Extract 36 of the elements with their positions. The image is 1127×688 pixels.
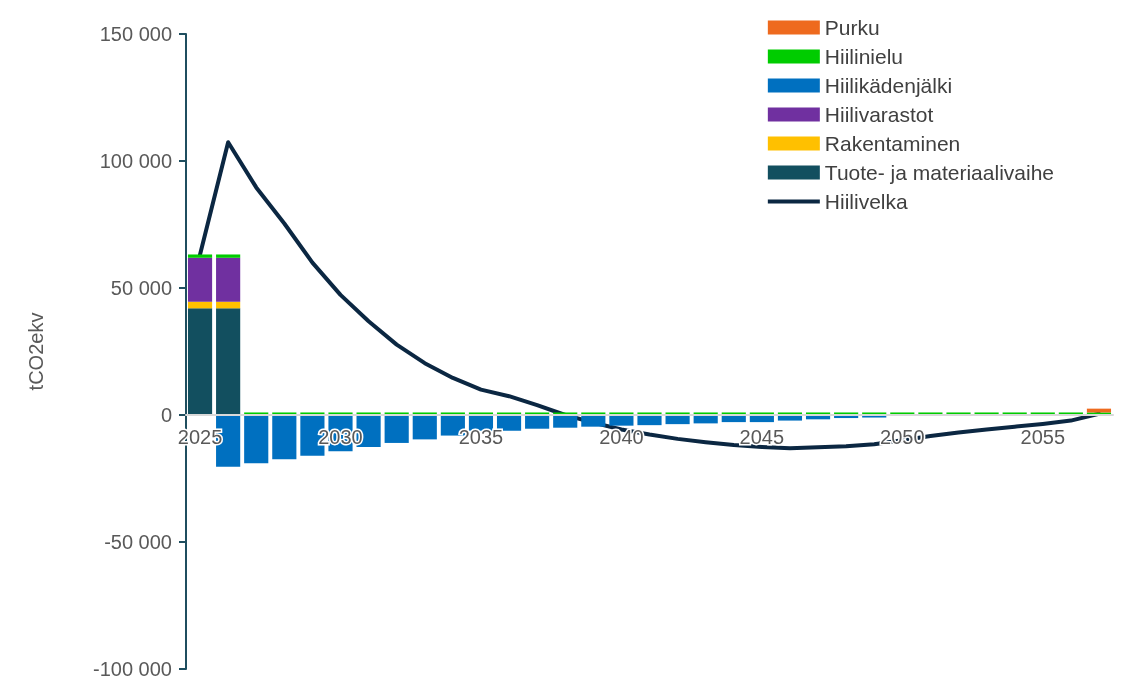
x-tick-label: 2045: [739, 426, 785, 448]
x-tick-label: 2035: [458, 426, 504, 448]
y-tick-label: 150 000: [99, 23, 172, 45]
legend-label: Rakentaminen: [824, 132, 961, 155]
bar: [412, 415, 437, 440]
bar: [581, 415, 606, 427]
y-axis-title: tCO2ekv: [25, 312, 47, 391]
legend-label: Tuote- ja materiaalivaihe: [824, 161, 1055, 184]
legend-label: Hiilinielu: [824, 45, 904, 68]
bar: [187, 308, 213, 415]
bar: [216, 257, 241, 302]
bar: [553, 415, 578, 428]
bar: [216, 308, 241, 415]
bar: [216, 301, 241, 309]
y-tick-label: 50 000: [110, 277, 172, 299]
bar: [187, 301, 213, 309]
y-tick-label: -100 000: [93, 658, 172, 680]
bar: [187, 257, 213, 302]
y-tick-label: 0: [160, 404, 172, 426]
legend-label: Hiilivelka: [824, 190, 909, 213]
legend-label: Hiilikädenjälki: [824, 74, 953, 97]
y-tick-label: -50 000: [104, 531, 172, 553]
bar: [216, 254, 241, 258]
x-tick-label: 2055: [1020, 426, 1066, 448]
bar: [384, 415, 409, 443]
bar: [525, 415, 550, 429]
bar: [187, 254, 213, 258]
bar: [244, 415, 269, 464]
bar: [272, 415, 297, 460]
legend-label: Hiilivarastot: [824, 103, 934, 126]
y-tick-label: 100 000: [99, 150, 172, 172]
legend-label: Purku: [824, 16, 880, 39]
x-tick-label: 2040: [599, 426, 644, 448]
bar: [609, 415, 634, 426]
bar: [496, 415, 522, 431]
bar: [637, 415, 662, 426]
